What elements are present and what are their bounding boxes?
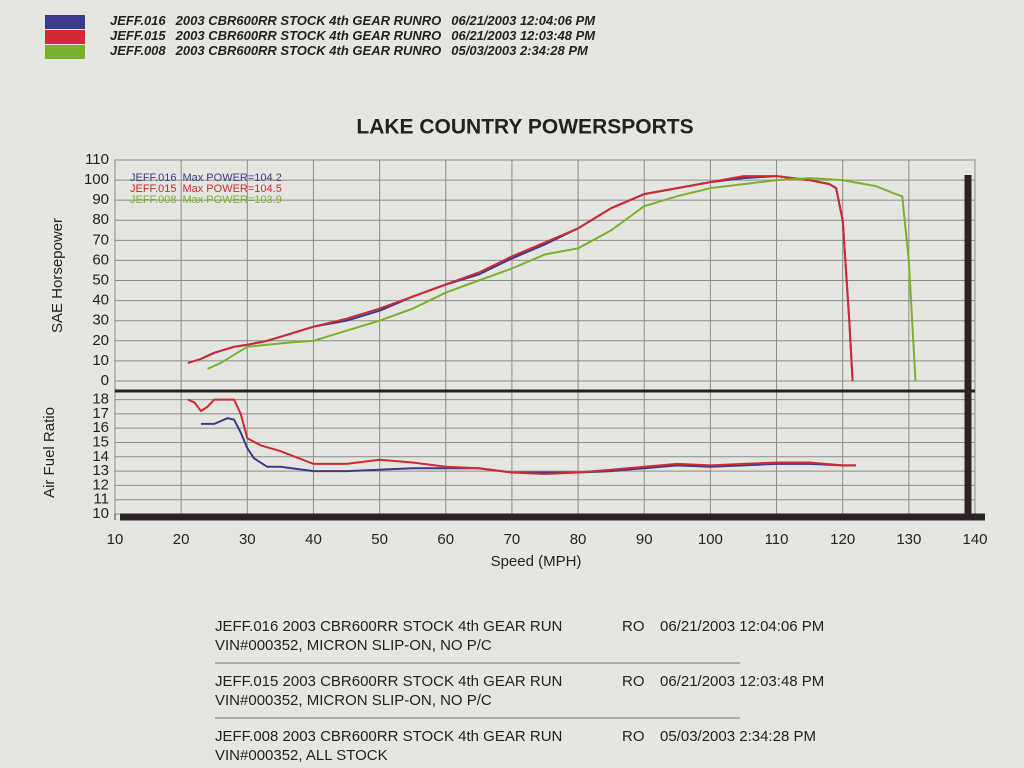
series-name: JEFF.016 [130, 172, 176, 184]
max-power-note: JEFF.016 Max POWER=104.2 [130, 172, 282, 184]
legend-description: 2003 CBR600RR STOCK 4th GEAR RUNRO [175, 43, 442, 58]
y-tick-label: 70 [92, 231, 109, 248]
series-name: JEFF.008 [130, 194, 176, 206]
legend-date: 06/21/2003 12:04:06 PM [451, 13, 596, 28]
y-tick-label: 60 [92, 251, 109, 268]
y-tick-label: 40 [92, 292, 109, 309]
x-tick-label: 110 [765, 531, 789, 548]
max-power-note: JEFF.008 Max POWER=103.9 [130, 194, 282, 206]
legend-swatch [45, 15, 85, 29]
legend-description: 2003 CBR600RR STOCK 4th GEAR RUNRO [175, 13, 442, 28]
y-tick-label: 16 [92, 419, 109, 436]
x-tick-label: 90 [636, 531, 653, 548]
y-tick-label: 12 [92, 476, 109, 493]
x-tick-label: 70 [504, 531, 521, 548]
y-tick-label: 110 [85, 151, 109, 168]
y-tick-label: 30 [92, 312, 109, 329]
legend-date: 06/21/2003 12:03:48 PM [451, 28, 596, 43]
y-tick-label: 90 [92, 191, 109, 208]
run-detail: VIN#000352, MICRON SLIP-ON, NO P/C [215, 637, 492, 654]
y-tick-label: 14 [92, 448, 109, 465]
x-tick-label: 10 [107, 531, 124, 548]
series-name: JEFF.015 [130, 183, 176, 195]
y-tick-label: 11 [93, 491, 109, 508]
x-axis-label: Speed (MPH) [491, 553, 582, 570]
legend-swatch [45, 45, 85, 59]
run-detail: VIN#000352, MICRON SLIP-ON, NO P/C [215, 692, 492, 709]
run-date: 06/21/2003 12:03:48 PM [660, 673, 824, 690]
y-tick-label: 10 [92, 352, 109, 369]
series-line [201, 417, 856, 474]
series-line [187, 398, 856, 476]
x-tick-label: 140 [962, 531, 987, 548]
y-axis-label: Air Fuel Ratio [41, 407, 58, 498]
annotation: Max POWER=103.9 [182, 194, 281, 206]
x-tick-label: 20 [173, 531, 190, 548]
run-ro: RO [622, 618, 645, 635]
legend-name: JEFF.016 [110, 13, 166, 28]
chart-title: LAKE COUNTRY POWERSPORTS [356, 116, 693, 139]
legend-entry: JEFF.015 2003 CBR600RR STOCK 4th GEAR RUN… [110, 28, 596, 43]
x-tick-label: 50 [371, 531, 388, 548]
run-date: 05/03/2003 2:34:28 PM [660, 728, 816, 745]
run-ro: RO [622, 673, 645, 690]
max-power-note: JEFF.015 Max POWER=104.5 [130, 183, 282, 195]
y-tick-label: 100 [84, 171, 109, 188]
series-line [187, 175, 854, 382]
legend-entry: JEFF.016 2003 CBR600RR STOCK 4th GEAR RUN… [110, 13, 596, 28]
legend-entry: JEFF.008 2003 CBR600RR STOCK 4th GEAR RUN… [110, 43, 589, 58]
x-tick-label: 60 [437, 531, 454, 548]
run-title: JEFF.016 2003 CBR600RR STOCK 4th GEAR RU… [215, 618, 562, 635]
y-tick-label: 13 [92, 462, 109, 479]
run-title: JEFF.008 2003 CBR600RR STOCK 4th GEAR RU… [215, 728, 562, 745]
y-tick-label: 10 [92, 505, 109, 522]
y-tick-label: 0 [101, 372, 109, 389]
x-tick-label: 40 [305, 531, 322, 548]
legend-description: 2003 CBR600RR STOCK 4th GEAR RUNRO [175, 28, 442, 43]
y-tick-label: 80 [92, 211, 109, 228]
annotation: Max POWER=104.5 [182, 183, 281, 195]
legend-name: JEFF.008 [110, 43, 166, 58]
x-tick-label: 80 [570, 531, 587, 548]
annotation: Max POWER=104.2 [182, 172, 281, 184]
run-ro: RO [622, 728, 645, 745]
y-tick-label: 17 [92, 405, 109, 422]
x-tick-label: 100 [698, 531, 723, 548]
y-tick-label: 50 [92, 271, 109, 288]
x-tick-label: 30 [239, 531, 256, 548]
x-tick-label: 120 [830, 531, 855, 548]
y-axis-label: SAE Horsepower [49, 218, 66, 333]
run-detail: VIN#000352, ALL STOCK [215, 747, 388, 764]
y-tick-label: 15 [92, 433, 109, 450]
series-line [207, 177, 917, 382]
legend-date: 05/03/2003 2:34:28 PM [451, 43, 589, 58]
y-tick-label: 18 [92, 391, 109, 408]
run-title: JEFF.015 2003 CBR600RR STOCK 4th GEAR RU… [215, 673, 562, 690]
run-date: 06/21/2003 12:04:06 PM [660, 618, 824, 635]
legend-swatch [45, 30, 85, 44]
y-tick-label: 20 [92, 332, 109, 349]
legend-name: JEFF.015 [110, 28, 166, 43]
x-tick-label: 130 [896, 531, 921, 548]
